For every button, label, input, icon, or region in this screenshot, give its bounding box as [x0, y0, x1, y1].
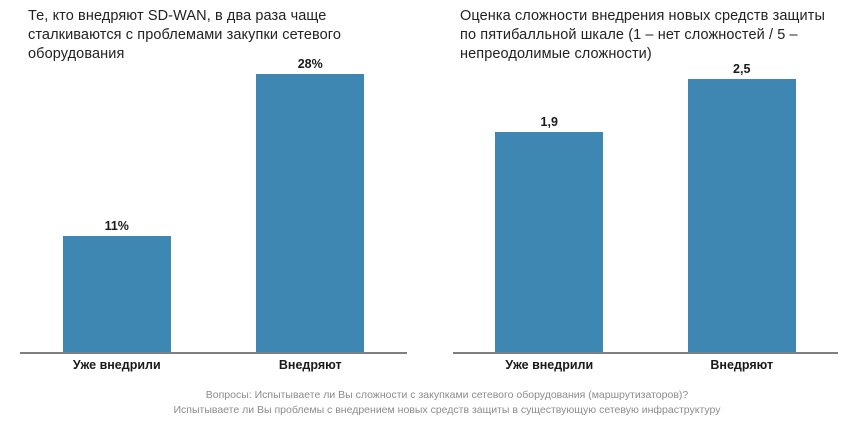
chart-sdwan-procurement-problems: Те, кто внедряют SD-WAN, в два раза чаще… [20, 0, 407, 380]
bar [256, 74, 365, 352]
plot-area: 1,9 2,5 [453, 62, 838, 352]
bar [62, 236, 171, 352]
category-axis: Уже внедрили Внедряют [20, 358, 407, 372]
category-label: Уже внедрили [72, 358, 161, 372]
footnote-line: Испытываете ли Вы проблемы с внедрением … [173, 403, 721, 416]
survey-questions-footnote: Вопросы: Испытываете ли Вы сложности с з… [0, 388, 858, 417]
bar-column: 2,5 [646, 62, 839, 352]
value-label: 1,9 [540, 114, 558, 129]
value-label: 11% [104, 219, 129, 234]
chart-security-implementation-difficulty: Оценка сложности внедрения новых средств… [453, 0, 838, 380]
chart-title: Оценка сложности внедрения новых средств… [460, 8, 825, 62]
chart-title: Те, кто внедряют SD-WAN, в два раза чаще… [28, 8, 342, 62]
bar-column: 1,9 [453, 62, 646, 352]
value-label: 2,5 [733, 62, 751, 76]
x-axis-line [20, 352, 407, 354]
category-axis: Уже внедрили Внедряют [453, 358, 838, 372]
plot-area: 11% 28% [20, 57, 407, 352]
category-label: Внедряют [710, 358, 774, 372]
x-axis-line [453, 352, 838, 354]
bar-column: 11% [20, 57, 214, 352]
category-label: Уже внедрили [505, 358, 594, 372]
footnote-line: Вопросы: Испытываете ли Вы сложности с з… [205, 389, 689, 401]
bar-column: 28% [214, 57, 408, 352]
bar [495, 131, 604, 352]
value-label: 28% [297, 57, 323, 71]
bar [687, 79, 796, 352]
category-label: Внедряют [278, 358, 342, 372]
